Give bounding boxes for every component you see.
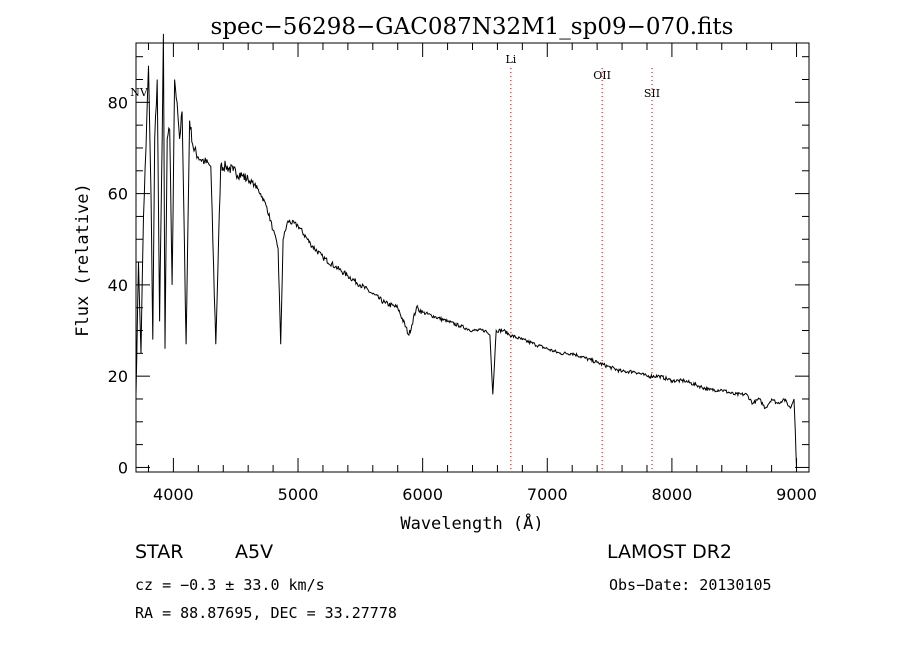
coordinates: RA = 88.87695, DEC = 33.27778 [135,604,397,622]
redshift-value: cz = −0.3 ± 33.0 km/s [135,576,325,594]
object-subclass: A5V [235,541,274,563]
spectrum-line [135,33,797,468]
observation-date: Obs−Date: 20130105 [609,576,772,594]
x-tick-label: 9000 [776,485,817,504]
line-marker-label: OII [593,69,611,82]
y-axis-label: Flux (relative) [73,183,93,337]
y-tick-label: 80 [108,93,128,112]
y-tick-label: 20 [108,367,128,386]
line-marker-label: Li [505,53,516,66]
chart-title: spec−56298−GAC087N32M1_sp09−070.fits [211,14,734,40]
x-tick-label: 4000 [153,485,194,504]
x-tick-label: 6000 [402,485,443,504]
line-marker-label: SII [644,87,660,100]
x-tick-label: 7000 [527,485,568,504]
y-tick-label: 60 [108,185,128,204]
object-class: STAR [135,541,184,563]
survey-name: LAMOST DR2 [607,541,732,563]
line-marker-label: NV [130,86,149,99]
x-axis-label: Wavelength (Å) [400,512,543,534]
x-tick-label: 8000 [652,485,693,504]
plot-frame [135,42,810,473]
x-tick-label: 5000 [278,485,319,504]
y-tick-label: 40 [108,276,128,295]
y-tick-label: 0 [118,458,128,477]
